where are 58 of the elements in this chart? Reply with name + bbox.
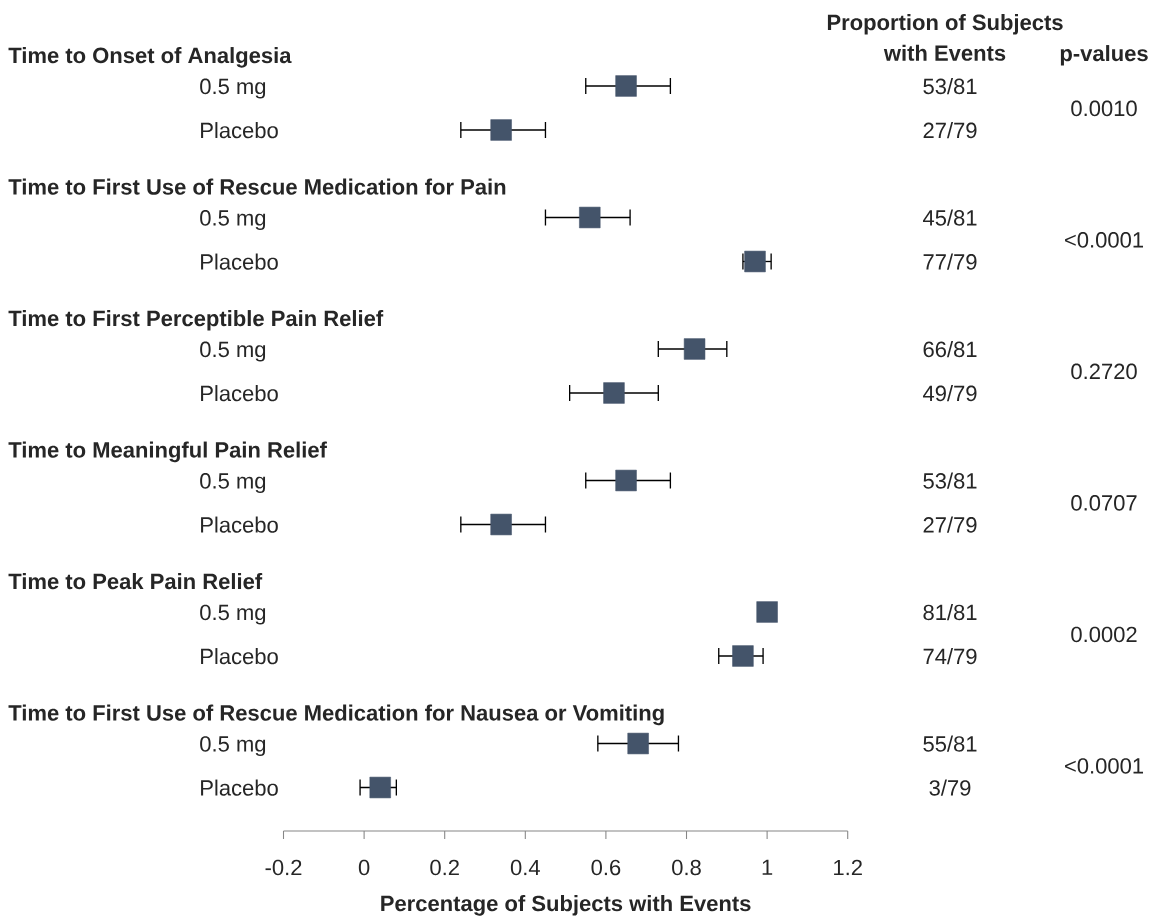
text: <0.0001 xyxy=(1065,232,1144,248)
annotation: Time to First Use of Rescue Medication for Nausea or Vomiting xyxy=(8,704,664,726)
annotation: Time to Onset of Analgesia xyxy=(8,47,292,68)
y-tick-label: 0.5 mg xyxy=(200,210,266,231)
text: 0.0010 xyxy=(1071,100,1137,117)
data-label: 66/81 xyxy=(923,341,977,358)
data-label: 49/79 xyxy=(922,385,977,402)
annotation: Time to First Use of Rescue Medication for Pain xyxy=(8,178,506,195)
x-tick-label: 1.2 xyxy=(834,859,862,876)
data-label: 53/81 xyxy=(923,78,977,95)
x-tick-label: 1 xyxy=(762,859,773,875)
point xyxy=(615,75,637,97)
point xyxy=(369,776,391,799)
data-label: 55/81 xyxy=(923,735,977,752)
point xyxy=(490,513,512,536)
x-tick-label: 0.2 xyxy=(430,859,459,876)
text: 0.2720 xyxy=(1071,363,1137,380)
x-tick-label: -0.2 xyxy=(265,859,302,876)
point xyxy=(579,206,601,229)
x-tick-label: 0.8 xyxy=(672,859,701,876)
annotation: Time to Meaningful Pain Relief xyxy=(8,441,327,463)
point xyxy=(615,469,637,492)
data-label: 53/81 xyxy=(923,472,977,489)
data-label: 81/81 xyxy=(923,604,977,621)
y-tick-label: 0.5 mg xyxy=(200,473,266,494)
y-tick-label: 0.5 mg xyxy=(200,604,266,625)
data-label: 45/81 xyxy=(922,209,977,226)
y-tick-label: Placebo xyxy=(201,253,278,270)
point xyxy=(756,601,778,623)
data-label: 74/79 xyxy=(923,648,977,665)
y-tick-label: 0.5 mg xyxy=(200,341,266,362)
point xyxy=(603,382,625,404)
y-tick-label: Placebo xyxy=(201,516,278,533)
y-tick-label: 0.5 mg xyxy=(200,736,266,757)
y-tick-label: Placebo xyxy=(201,648,278,665)
text: <0.0001 xyxy=(1065,758,1144,774)
y-tick-label: Placebo xyxy=(201,779,278,796)
text: Time to Peak Pain Relief xyxy=(8,573,263,590)
y-tick-label: Placebo xyxy=(201,385,278,402)
x-tick-label: 0.6 xyxy=(591,859,621,876)
text: p-values xyxy=(1060,45,1148,66)
y-tick-label: Placebo xyxy=(201,122,278,139)
data-label: 27/79 xyxy=(923,122,977,139)
x-axis-title: Percentage of Subjects with Events xyxy=(381,895,751,916)
point xyxy=(627,732,649,755)
y-tick-label: 0.5 mg xyxy=(200,78,266,99)
point xyxy=(683,338,706,360)
point xyxy=(732,645,754,667)
data-label: 27/79 xyxy=(923,516,977,533)
point xyxy=(490,119,512,141)
annotation: Time to First Perceptible Pain Relief xyxy=(8,310,384,331)
text: 0.0002 xyxy=(1071,626,1137,643)
x-tick-label: 0 xyxy=(358,859,370,876)
x-tick-label: 0.4 xyxy=(510,859,540,876)
data-label: 3/79 xyxy=(929,779,971,796)
data-label: 77/79 xyxy=(923,253,977,270)
point xyxy=(744,250,766,273)
text: 0.0707 xyxy=(1071,495,1137,511)
